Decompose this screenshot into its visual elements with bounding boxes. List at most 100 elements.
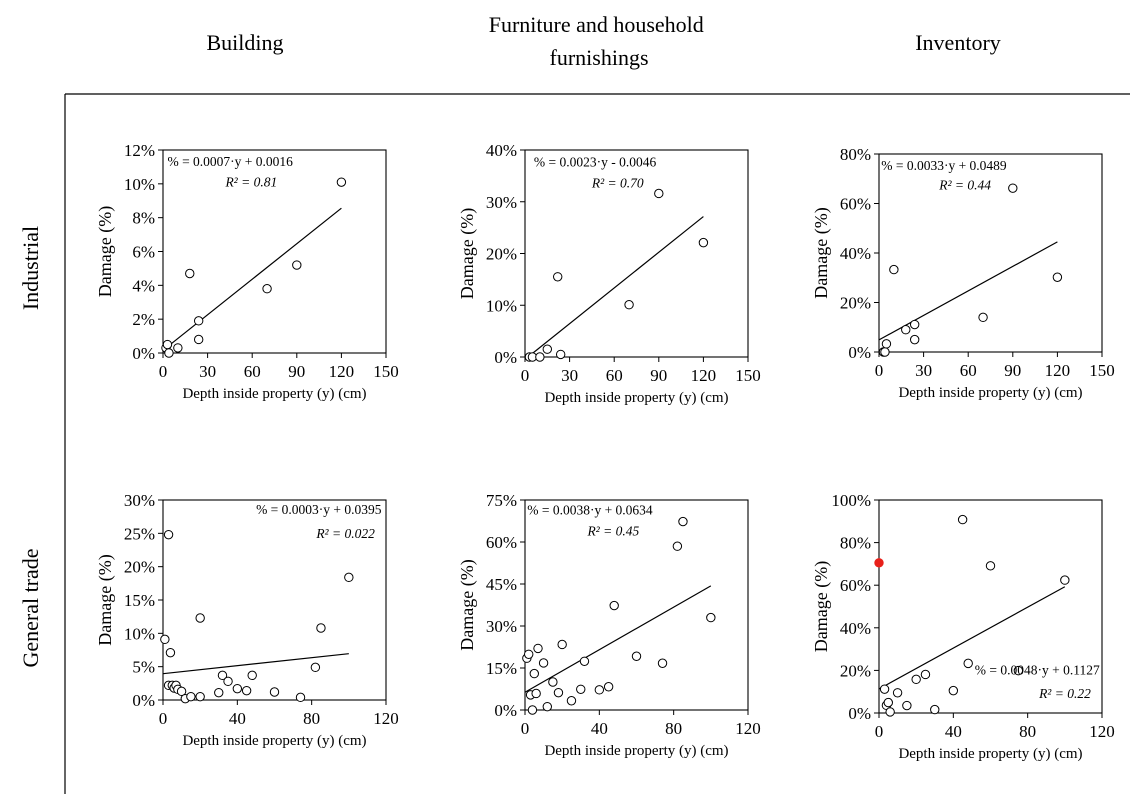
x-tick-label: 40 [945,722,962,741]
y-tick-label: 20% [840,661,871,680]
data-point [624,300,634,310]
data-point [892,688,903,698]
x-tick-label: 120 [1045,361,1071,380]
y-tick-label: 2% [132,310,155,329]
x-tick-label: 30 [915,361,932,380]
y-axis-label: Damage (%) [95,554,116,645]
trendline-equation: % = 0.0048·y + 0.1127 [975,663,1100,678]
r-squared-label: R² = 0.22 [1038,686,1091,701]
y-axis-label: Damage (%) [457,559,478,650]
x-axis-label: Depth inside property (y) (cm) [544,743,728,759]
x-tick-label: 0 [159,709,168,728]
data-point [698,237,709,248]
data-point [185,268,195,279]
y-tick-label: 75% [486,491,517,510]
data-point [529,668,539,679]
data-point [672,541,683,551]
trendline [527,216,704,358]
row-header-general-trade: General trade [18,548,43,667]
data-point [160,634,170,645]
data-point [542,701,552,712]
y-tick-label: 20% [124,558,155,577]
data-point [609,600,619,611]
data-point [535,352,545,362]
data-point [527,705,538,715]
column-header-line: Furniture and household [489,12,704,37]
y-tick-label: 0% [494,348,517,367]
data-point [657,658,668,668]
data-point [911,674,921,685]
data-point [879,684,890,694]
highlighted-data-point [874,558,884,568]
data-point [1052,272,1063,282]
y-tick-label: 30% [486,193,517,212]
y-tick-label: 4% [132,276,155,295]
x-tick-label: 150 [1089,361,1115,380]
data-point [316,623,326,633]
data-point [1060,575,1070,585]
y-tick-label: 40% [840,619,871,638]
r-squared-label: R² = 0.45 [586,524,639,539]
chart-panel: 0% 10% 20% 30% 40% 0 30 60 90 120 150 Depth inside … [457,141,761,406]
data-point [978,312,988,323]
x-axis-label: Depth inside property (y) (cm) [898,746,1082,762]
x-tick-label: 120 [691,366,717,385]
data-point [195,613,205,623]
y-tick-label: 12% [124,141,155,160]
y-tick-label: 30% [124,491,155,510]
x-tick-label: 80 [665,719,682,738]
data-point [310,662,321,673]
x-tick-label: 90 [288,362,305,381]
data-point [553,687,564,698]
data-point [193,334,204,345]
r-squared-label: R² = 0.81 [224,175,277,190]
y-tick-label: 80% [840,145,871,164]
column-header-building: Building [206,30,283,55]
y-tick-label: 10% [124,624,155,643]
y-tick-label: 8% [132,209,155,228]
data-point [985,561,996,571]
x-tick-label: 0 [875,361,884,380]
column-header-inventory: Inventory [915,30,1001,55]
y-tick-label: 20% [486,245,517,264]
x-tick-label: 120 [373,709,399,728]
data-point [247,670,257,681]
plot-area-border [878,499,1103,714]
y-tick-label: 6% [132,243,155,262]
row-header-industrial: Industrial [18,226,43,310]
x-tick-label: 60 [606,366,623,385]
y-tick-label: 0% [132,344,155,363]
data-point [162,339,173,350]
data-point [336,177,347,187]
data-point [557,639,567,650]
trendline-equation: % = 0.0038·y + 0.0634 [527,503,653,518]
y-tick-label: 0% [494,701,517,720]
data-point [548,677,558,687]
y-tick-label: 25% [124,524,155,543]
data-point [531,688,541,699]
y-tick-label: 10% [486,296,517,315]
x-tick-label: 0 [159,362,168,381]
y-axis-label: Damage (%) [457,208,478,299]
y-tick-label: 40% [840,244,871,263]
y-tick-label: 40% [486,141,517,160]
trendline-equation: % = 0.0003·y + 0.0395 [256,502,382,517]
x-tick-label: 80 [1019,722,1036,741]
y-tick-label: 15% [486,659,517,678]
column-header-line: Building [206,30,283,55]
chart-panel: 0% 20% 40% 60% 80% 100% 0 40 80 120 Depth inside p… [811,491,1115,762]
x-axis-label: Depth inside property (y) (cm) [898,385,1082,401]
x-tick-label: 120 [735,719,761,738]
data-point [533,643,543,654]
data-point [262,284,272,294]
data-point [241,685,252,696]
data-point [173,343,183,353]
y-tick-label: 60% [840,576,871,595]
x-tick-label: 90 [1004,361,1021,380]
x-axis-label: Depth inside property (y) (cm) [182,733,366,749]
data-point [176,686,187,697]
x-tick-label: 40 [591,719,608,738]
plot-area-border [524,499,749,711]
y-axis-label: Damage (%) [811,561,832,652]
data-point [880,347,890,357]
